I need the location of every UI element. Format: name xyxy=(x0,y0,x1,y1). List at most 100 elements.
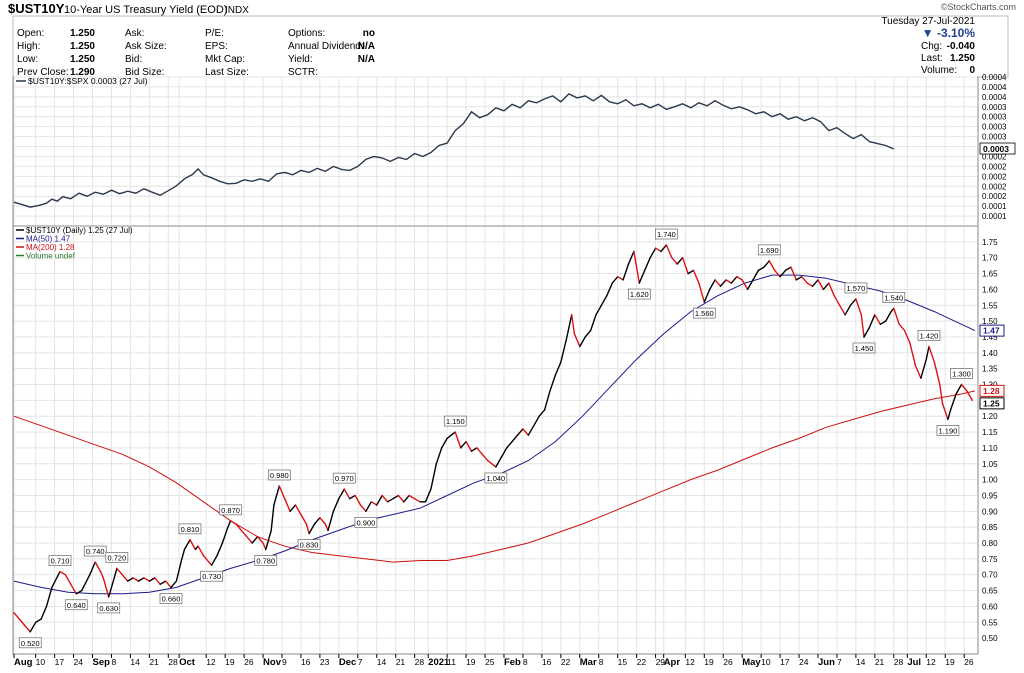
annotation-box xyxy=(852,342,876,354)
quote-label: Low: xyxy=(17,54,38,65)
price-segment xyxy=(522,428,529,436)
price-segment xyxy=(126,577,134,582)
price-segment xyxy=(154,577,161,585)
price-legend: $UST10Y (Daily) 1.25 (27 Jul)MA(50) 1.47… xyxy=(16,226,133,261)
price-segment xyxy=(35,618,42,623)
x-tick-label: 26 xyxy=(964,657,974,667)
x-tick-label: 28 xyxy=(894,657,904,667)
price-segment xyxy=(595,304,603,316)
x-tick-label: Jun xyxy=(818,657,835,668)
value-badge xyxy=(979,324,1005,337)
price-segment xyxy=(893,307,900,325)
price-segment xyxy=(495,456,502,468)
price-segment xyxy=(229,520,237,525)
price-segment xyxy=(565,314,573,341)
price-segment xyxy=(24,624,31,633)
annotation-box xyxy=(254,555,278,566)
ratio-tick-label: 0.0004 xyxy=(982,83,1007,92)
price-segment xyxy=(617,276,624,281)
price-y-axis: 0.50 0.55 0.60 0.65 0.70 0.75 0.80 0.85 0.90 0.95… xyxy=(982,238,998,643)
annotation-box xyxy=(443,415,467,427)
price-segment xyxy=(538,409,546,417)
x-tick-label: 12 xyxy=(685,657,695,667)
price-segment xyxy=(949,393,957,411)
ratio-tick-label: 0.0002 xyxy=(982,152,1007,161)
price-segment xyxy=(159,580,167,585)
price-segment xyxy=(319,517,326,525)
annotation-label: 0.640 xyxy=(67,601,86,610)
annotation-label: 0.660 xyxy=(162,594,181,603)
ratio-legend-text: $UST10Y:$SPX 0.0003 (27 Jul) xyxy=(28,76,148,86)
price-segment xyxy=(221,526,229,544)
price-tick-label: 0.95 xyxy=(982,491,998,500)
price-segment xyxy=(273,485,280,506)
price-segment xyxy=(671,257,678,265)
x-tick-label: Dec xyxy=(339,657,356,668)
price-legend-text: MA(50) 1.47 xyxy=(26,235,71,244)
price-tick-label: 1.75 xyxy=(982,238,998,247)
annotation-label: 0.710 xyxy=(51,557,70,566)
x-tick-label: 10 xyxy=(761,657,771,667)
price-segment xyxy=(465,440,473,452)
quote-value: 1.290 xyxy=(70,67,95,78)
ratio-tick-label: 0.0002 xyxy=(982,182,1007,191)
price-segment xyxy=(644,257,651,272)
x-tick-label: 8 xyxy=(111,657,116,667)
price-segment xyxy=(741,279,749,291)
price-segment xyxy=(132,577,140,582)
price-segment xyxy=(795,276,803,281)
price-segment xyxy=(359,504,367,512)
annotation-box xyxy=(200,570,223,582)
quote-label: Volume: xyxy=(921,65,957,76)
x-tick-label: 28 xyxy=(168,657,178,667)
price-segment xyxy=(102,577,110,598)
price-tick-label: 0.65 xyxy=(982,587,998,596)
annotation-label: 0.630 xyxy=(99,604,118,613)
price-segment xyxy=(202,555,210,563)
price-segment xyxy=(227,520,232,528)
x-tick-label: Oct xyxy=(179,657,196,668)
x-tick-label: 26 xyxy=(723,657,733,667)
price-segment xyxy=(308,523,316,535)
annotation-box xyxy=(484,472,508,484)
price-segment xyxy=(622,263,630,281)
annotation-box xyxy=(178,523,202,535)
price-segment xyxy=(51,570,61,589)
price-segment xyxy=(148,577,156,582)
price-segment xyxy=(763,260,770,268)
x-tick-label: 16 xyxy=(301,657,311,667)
price-segment xyxy=(80,574,91,592)
price-segment xyxy=(327,510,335,532)
ratio-legend: $UST10Y:$SPX 0.0003 (27 Jul) xyxy=(16,76,148,86)
price-segment xyxy=(947,409,952,421)
ratio-tick-label: 0.0004 xyxy=(982,93,1007,102)
price-legend-text: $UST10Y (Daily) 1.25 (27 Jul) xyxy=(26,226,133,235)
quote-value: -0.040 xyxy=(947,41,976,52)
price-segment xyxy=(543,390,551,411)
price-segment xyxy=(170,580,178,589)
price-segment xyxy=(408,494,416,500)
annotation-label: 0.870 xyxy=(221,506,240,515)
annotation-box xyxy=(105,552,129,563)
quote-label: Bid: xyxy=(125,54,142,65)
annotation-box xyxy=(627,288,651,300)
quote-value: N/A xyxy=(358,41,375,52)
annotation-label: 1.040 xyxy=(486,474,505,483)
quote-label: High: xyxy=(17,41,40,52)
annotation-label: 0.740 xyxy=(86,547,105,556)
x-tick-label: 23 xyxy=(320,657,330,667)
quote-value: 1.250 xyxy=(70,54,95,65)
price-segment xyxy=(554,361,562,376)
price-legend-text: MA(200) 1.28 xyxy=(26,243,75,252)
price-segment xyxy=(59,570,67,576)
annotation-box xyxy=(950,368,973,379)
ratio-y-axis: 0.00040.00040.00040.00030.00030.00030.00… xyxy=(979,73,1016,221)
price-segment xyxy=(549,374,557,392)
price-segment xyxy=(925,345,930,360)
price-segment xyxy=(365,501,372,512)
price-tick-label: 0.90 xyxy=(982,507,998,516)
price-tick-label: 1.60 xyxy=(982,285,998,294)
ratio-tick-label: 0.0001 xyxy=(982,202,1007,211)
x-tick-label: May xyxy=(742,657,761,668)
